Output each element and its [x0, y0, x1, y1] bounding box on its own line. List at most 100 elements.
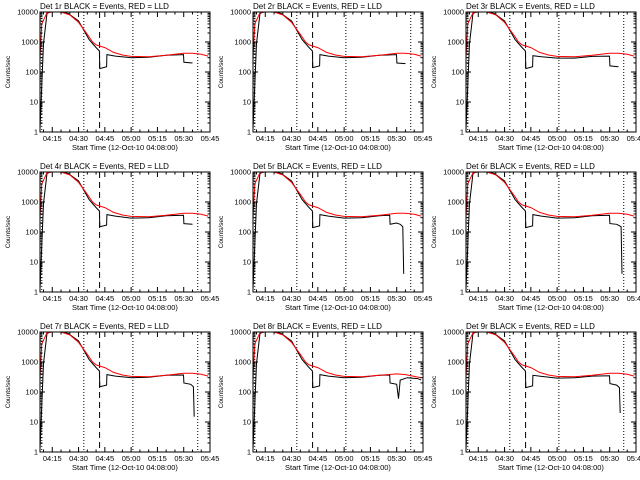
detector-panel: Det 1r BLACK = Events, RED = LLD 1 10 100 10… [5, 2, 219, 152]
x-tick-label: 05:00 [122, 294, 141, 303]
detector-panel: Det 3r BLACK = Events, RED = LLD 1 10 100 10… [431, 2, 640, 152]
lld-series-line [253, 12, 422, 58]
x-tick-label: 05:45 [627, 134, 640, 143]
x-tick-label: 04:45 [308, 134, 327, 143]
y-tick-label: 10 [243, 98, 251, 107]
y-tick-label: 100 [451, 388, 464, 397]
y-axis-label: Counts/sec [5, 215, 12, 248]
x-tick-label: 04:15 [469, 294, 488, 303]
x-tick-label: 04:30 [495, 294, 514, 303]
y-tick-label: 10000 [443, 8, 464, 17]
y-tick-label: 100 [451, 68, 464, 77]
y-tick-label: 10 [30, 418, 38, 427]
y-tick-label: 1000 [447, 198, 464, 207]
plot-frame [39, 331, 211, 453]
x-tick-label: 05:30 [387, 454, 406, 463]
lld-series-line [466, 12, 635, 58]
plot-frame [252, 11, 424, 133]
y-tick-label: 10000 [230, 8, 251, 17]
y-tick-label: 10000 [230, 168, 251, 177]
x-tick-label: 05:45 [201, 134, 220, 143]
x-tick-label: 05:15 [361, 294, 380, 303]
events-series-line [253, 332, 422, 450]
x-tick-label: 05:45 [414, 454, 433, 463]
x-tick-label: 05:15 [148, 454, 167, 463]
panel-title: Det 8r BLACK = Events, RED = LLD [253, 322, 382, 331]
x-tick-label: 05:00 [335, 134, 354, 143]
x-tick-label: 04:30 [282, 454, 301, 463]
x-tick-label: 04:15 [43, 134, 62, 143]
y-tick-label: 100 [25, 228, 38, 237]
y-tick-label: 100 [238, 228, 251, 237]
panel-title: Det 9r BLACK = Events, RED = LLD [466, 322, 595, 331]
y-tick-label: 100 [238, 68, 251, 77]
x-tick-label: 04:30 [69, 454, 88, 463]
y-tick-label: 10 [243, 258, 251, 267]
x-tick-label: 04:45 [521, 454, 540, 463]
x-tick-label: 04:30 [495, 454, 514, 463]
panel-title: Det 1r BLACK = Events, RED = LLD [40, 2, 169, 11]
detector-panel: Det 8r BLACK = Events, RED = LLD 1 10 100 10… [218, 322, 432, 472]
x-tick-label: 05:15 [574, 134, 593, 143]
y-tick-label: 1000 [21, 38, 38, 47]
x-tick-label: 05:00 [548, 134, 567, 143]
plot-frame [39, 171, 211, 293]
y-tick-label: 1000 [234, 198, 251, 207]
y-axis-label: Counts/sec [218, 215, 225, 248]
x-axis-label: Start Time (12-Oct-10 04:08:00) [498, 463, 604, 472]
x-tick-label: 05:00 [548, 294, 567, 303]
panel-title: Det 6r BLACK = Events, RED = LLD [466, 162, 595, 171]
x-tick-label: 04:30 [282, 134, 301, 143]
x-tick-label: 04:15 [469, 134, 488, 143]
x-tick-label: 05:15 [148, 134, 167, 143]
x-tick-label: 05:45 [201, 454, 220, 463]
y-tick-label: 1 [247, 128, 251, 137]
x-tick-label: 04:30 [495, 134, 514, 143]
x-axis-label: Start Time (12-Oct-10 04:08:00) [498, 303, 604, 312]
y-tick-label: 100 [451, 228, 464, 237]
plot-frame [465, 171, 637, 293]
x-tick-label: 04:45 [95, 134, 114, 143]
lld-series-line [466, 172, 635, 218]
x-tick-label: 05:00 [548, 454, 567, 463]
x-tick-label: 04:15 [43, 294, 62, 303]
y-tick-label: 10000 [17, 8, 38, 17]
x-tick-label: 04:45 [95, 454, 114, 463]
x-tick-label: 05:45 [627, 454, 640, 463]
y-tick-label: 1000 [234, 38, 251, 47]
y-tick-label: 1 [247, 288, 251, 297]
x-tick-label: 05:15 [361, 134, 380, 143]
x-tick-label: 05:45 [201, 294, 220, 303]
lld-series-line [40, 12, 209, 58]
x-axis-label: Start Time (12-Oct-10 04:08:00) [72, 143, 178, 152]
y-tick-label: 10 [30, 98, 38, 107]
events-series-line [466, 12, 619, 130]
detector-panel: Det 7r BLACK = Events, RED = LLD 1 10 100 10… [5, 322, 219, 472]
y-axis-label: Counts/sec [218, 55, 225, 88]
x-tick-label: 04:45 [308, 454, 327, 463]
y-tick-label: 1 [34, 128, 38, 137]
x-axis-label: Start Time (12-Oct-10 04:08:00) [285, 303, 391, 312]
detector-panel: Det 2r BLACK = Events, RED = LLD 1 10 100 10… [218, 2, 432, 152]
plot-frame [465, 11, 637, 133]
panel-title: Det 3r BLACK = Events, RED = LLD [466, 2, 595, 11]
events-series-line [253, 172, 405, 290]
x-tick-label: 05:30 [174, 454, 193, 463]
y-axis-label: Counts/sec [5, 55, 12, 88]
plot-frame [252, 171, 424, 293]
x-axis-label: Start Time (12-Oct-10 04:08:00) [285, 463, 391, 472]
x-tick-label: 05:45 [627, 294, 640, 303]
events-series-line [466, 172, 623, 290]
events-series-line [253, 12, 406, 130]
detector-panel: Det 9r BLACK = Events, RED = LLD 1 10 100 10… [431, 322, 640, 472]
y-tick-label: 1 [460, 448, 464, 457]
y-tick-label: 10 [456, 418, 464, 427]
y-axis-label: Counts/sec [431, 55, 438, 88]
x-tick-label: 04:15 [43, 454, 62, 463]
x-tick-label: 05:15 [148, 294, 167, 303]
x-tick-label: 04:45 [521, 134, 540, 143]
y-tick-label: 100 [25, 68, 38, 77]
y-tick-label: 10 [243, 418, 251, 427]
x-tick-label: 05:30 [174, 134, 193, 143]
